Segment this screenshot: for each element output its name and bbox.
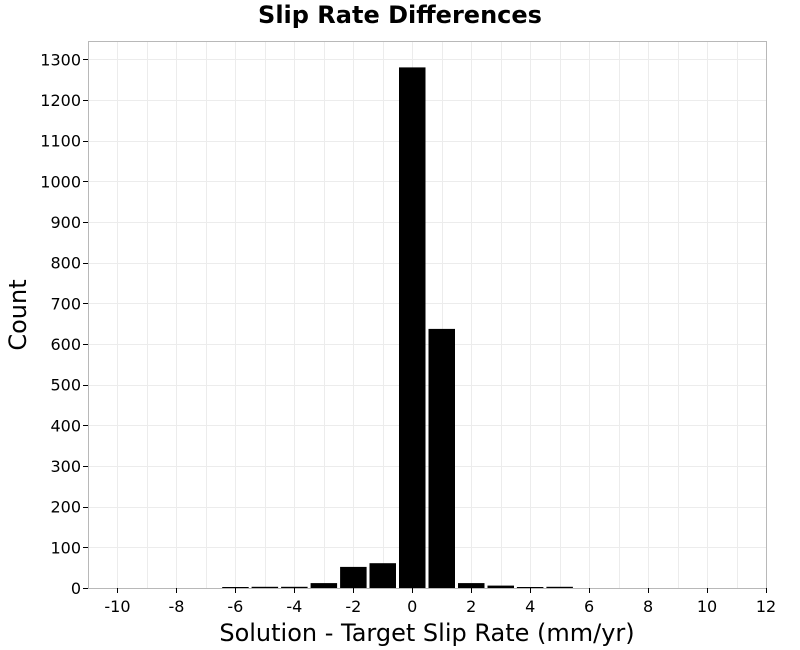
x-tick-label: -10 xyxy=(104,597,130,616)
y-tick-label: 0 xyxy=(71,579,81,598)
x-tick-label: 8 xyxy=(643,597,653,616)
y-tick-label: 1100 xyxy=(40,132,81,151)
x-tick-label: -8 xyxy=(168,597,184,616)
y-tick-label: 200 xyxy=(50,498,81,517)
x-axis-label: Solution - Target Slip Rate (mm/yr) xyxy=(219,619,634,647)
y-tick-label: 500 xyxy=(50,376,81,395)
histogram-bar: 3 xyxy=(281,586,308,588)
x-tick-label: 12 xyxy=(756,597,776,616)
chart-title: Slip Rate Differences xyxy=(258,1,542,29)
histogram-bar: 1 xyxy=(516,587,544,588)
x-tick-label: 2 xyxy=(466,597,476,616)
y-axis-label: Count xyxy=(4,279,32,350)
plot-frame xyxy=(88,41,767,589)
histogram-bar: 52 xyxy=(340,566,367,588)
histogram-bar: 12 xyxy=(310,583,338,588)
x-tick-label: -2 xyxy=(345,597,361,616)
x-tick-label: 4 xyxy=(525,597,535,616)
histogram-bar: 1280 xyxy=(399,67,426,588)
y-tick-label: 400 xyxy=(50,416,81,435)
x-tick-label: 6 xyxy=(584,597,594,616)
y-tick-label: 100 xyxy=(50,538,81,557)
histogram-bar: 1 xyxy=(222,587,249,588)
histogram-bar: 12 xyxy=(458,583,485,588)
y-tick-label: 1200 xyxy=(40,91,81,110)
histogram-bar: 637 xyxy=(428,328,455,588)
x-tick-label: -4 xyxy=(286,597,302,616)
grid xyxy=(88,41,766,589)
histogram-bar: 3 xyxy=(546,586,573,588)
y-tick-label: 600 xyxy=(50,335,81,354)
y-tick-label: 900 xyxy=(50,213,81,232)
x-tick-label: -6 xyxy=(227,597,243,616)
bars: 133125261128063712613 xyxy=(222,67,573,588)
histogram-bar: 6 xyxy=(487,585,514,588)
x-tick-label: 0 xyxy=(407,597,417,616)
x-tick-label: 10 xyxy=(697,597,717,616)
y-tick-label: 1000 xyxy=(40,172,81,191)
y-tick-label: 800 xyxy=(50,254,81,273)
y-tick-label: 700 xyxy=(50,294,81,313)
axis-ticks: -10 -8 -6 -4 -2 0 2 4 6 8 10 12 0 100 200 300 400 500 600 7… xyxy=(40,50,776,616)
histogram-bar: 3 xyxy=(251,586,279,588)
y-tick-label: 300 xyxy=(50,457,81,476)
histogram-bar: 61 xyxy=(369,563,396,588)
y-tick-label: 1300 xyxy=(40,50,81,69)
